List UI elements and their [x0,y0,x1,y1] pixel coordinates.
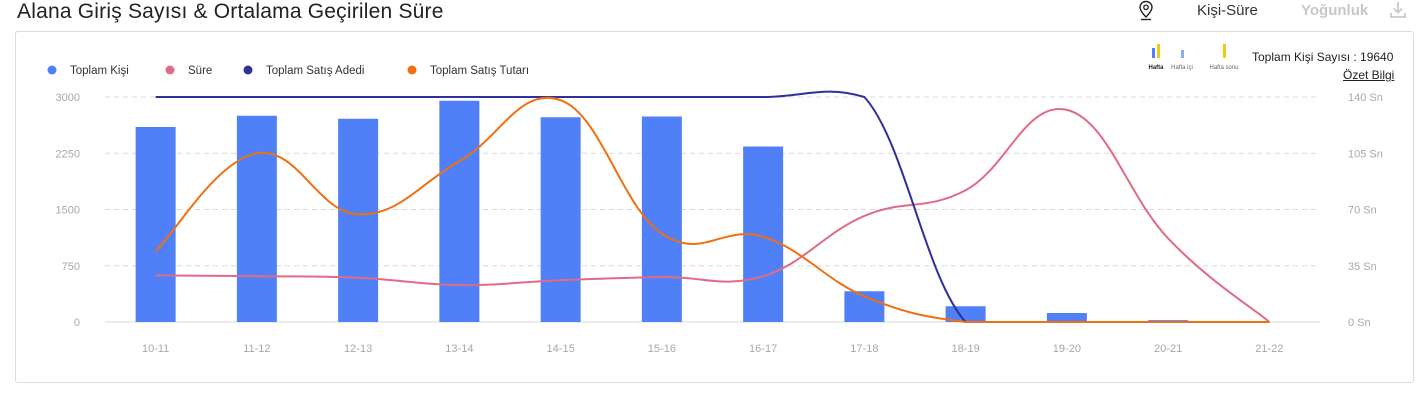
legend-label: Toplam Satış Adedi [266,65,364,77]
y-tick-label-left: 750 [62,261,80,273]
total-visitors: Toplam Kişi Sayısı : 19640 [1252,50,1394,64]
legend-marker [165,65,175,75]
x-tick-label: 18-19 [952,343,980,355]
bar-chart-icon [1181,50,1184,58]
bar [135,127,176,322]
period-label: Hafta [1148,65,1164,71]
bar [236,115,277,322]
bar [338,118,379,322]
legend-label: Süre [188,65,212,77]
x-tick-label: 10-11 [142,343,169,355]
bar-chart-icon [1152,44,1160,58]
series-line [154,96,1270,323]
page-title: Alana Giriş Sayısı & Ortalama Geçirilen … [17,0,444,23]
legend-label: Toplam Satış Tutarı [430,65,529,77]
legend-marker [243,65,253,75]
x-tick-label: 14-15 [547,343,575,355]
kisi-sure-tab[interactable]: Kişi-Süre [1197,2,1258,19]
bar [439,100,480,322]
x-tick-label: 20-21 [1154,343,1182,355]
x-tick-label: 16-17 [749,343,777,355]
y-tick-label-right: 140 Sn [1348,92,1383,104]
x-tick-label: 13-14 [445,343,473,355]
period-toggle-hafta[interactable]: Hafta [1136,42,1176,71]
bar-chart-icon [1223,44,1226,58]
bar [641,116,682,322]
y-tick-label-left: 1500 [56,205,80,217]
summary-link[interactable]: Özet Bilgi [1343,68,1395,82]
period-label: Hafta içi [1171,65,1193,71]
y-tick-label-left: 3000 [56,92,80,104]
legend-label: Toplam Kişi [70,65,129,77]
y-tick-label-left: 0 [74,317,80,329]
x-tick-label: 19-20 [1053,343,1081,355]
period-toggle-hafta-sonu[interactable]: Hafta sonu [1204,42,1244,71]
x-tick-label: 21-22 [1255,343,1283,355]
x-tick-label: 11-12 [243,343,270,355]
legend-marker [407,65,417,75]
y-tick-label-right: 35 Sn [1348,261,1377,273]
location-pin-icon[interactable] [1138,0,1154,22]
y-tick-label-right: 105 Sn [1348,148,1383,160]
bar [1046,313,1087,322]
yogunluk-tab[interactable]: Yoğunluk [1301,2,1369,19]
x-tick-label: 12-13 [344,343,372,355]
y-tick-label-right: 0 Sn [1348,317,1371,329]
series-line [155,90,1270,323]
bar [540,117,581,322]
legend-marker [47,65,57,75]
period-toggle-hafta-ici[interactable]: Hafta içi [1162,42,1202,71]
download-icon[interactable] [1388,0,1408,20]
x-tick-label: 15-16 [648,343,676,355]
y-tick-label-left: 2250 [56,148,80,160]
x-tick-label: 17-18 [850,343,878,355]
series-line [155,107,1271,323]
period-label: Hafta sonu [1209,65,1239,71]
y-tick-label-right: 70 Sn [1348,205,1377,217]
